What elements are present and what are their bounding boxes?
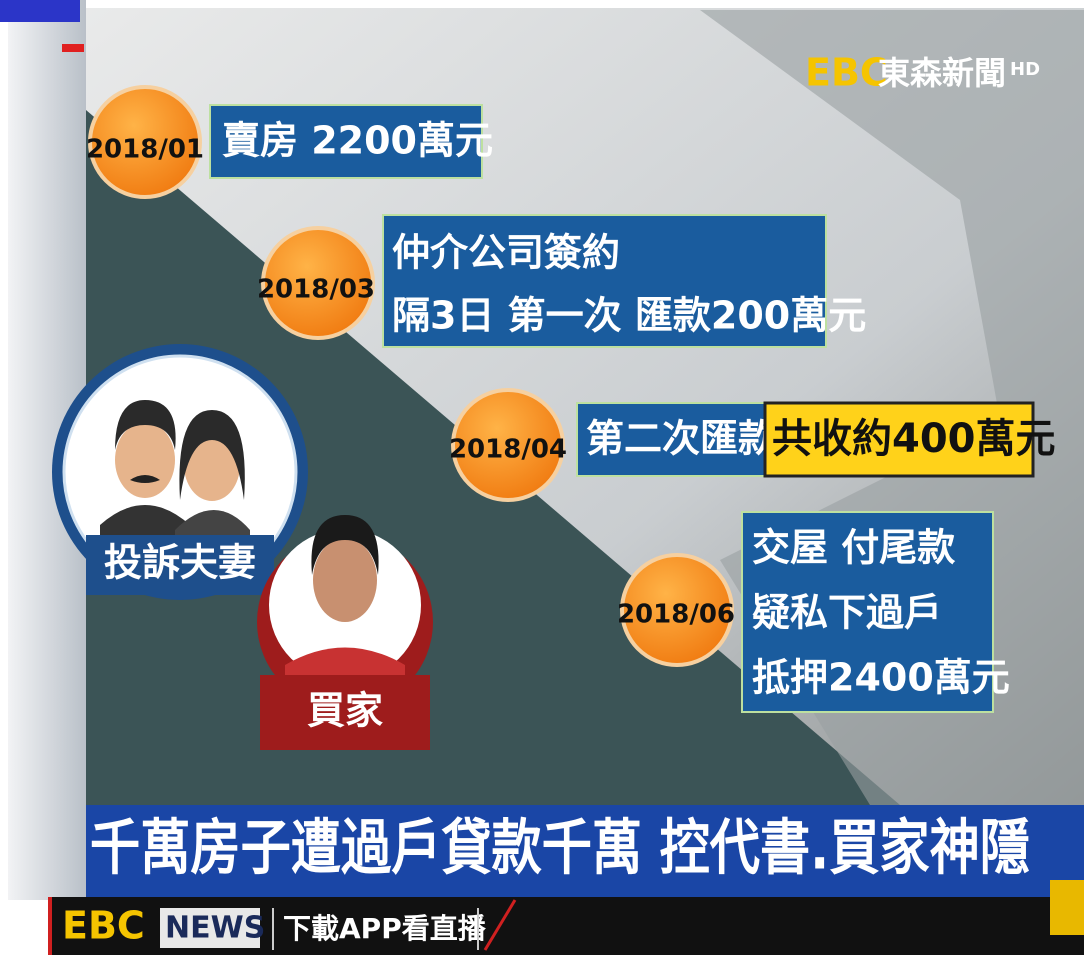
event-box	[576, 402, 766, 477]
person-label: 買家	[307, 689, 383, 733]
ticker-brand: EBC	[62, 904, 145, 948]
headline-bar	[86, 805, 1084, 897]
event-text: 疑私下過戶	[752, 591, 942, 635]
event-box	[209, 104, 483, 179]
date-label: 2018/01	[86, 135, 204, 165]
event-text: 仲介公司簽約	[392, 231, 620, 275]
accent-slash	[483, 899, 517, 951]
ticker-text: 下載APP看直播	[283, 912, 487, 945]
ticker-news: NEWS	[165, 911, 265, 946]
date-label: 2018/03	[257, 275, 375, 305]
highlight-box	[763, 401, 1035, 478]
event-text: 第二次匯款	[586, 417, 776, 461]
date-label: 2018/06	[617, 600, 735, 630]
event-box	[382, 214, 827, 348]
highlight-text: 共收約400萬元	[772, 416, 1056, 462]
event-text: 賣房 2200萬元	[222, 119, 493, 163]
event-text: 抵押2400萬元	[752, 656, 1010, 700]
corner-mark	[0, 0, 80, 22]
red-tick	[62, 44, 84, 52]
event-box	[741, 511, 994, 713]
event-text: 交屋 付尾款	[752, 526, 955, 570]
news-badge	[160, 908, 260, 948]
buyer-avatar	[257, 515, 433, 750]
corner-logo	[1050, 880, 1084, 935]
logo-brand: EBC	[805, 51, 888, 95]
date-circle	[620, 553, 734, 667]
date-circle	[88, 85, 202, 199]
date-circle	[261, 226, 375, 340]
person-label: 投訴夫妻	[104, 541, 256, 585]
logo-name: 東森新聞	[878, 54, 1006, 92]
logo-badge: HD	[1010, 59, 1040, 80]
headline: 千萬房子遭過戶貸款千萬 控代書.買家神隱	[90, 814, 1030, 884]
couple-avatar	[52, 344, 308, 600]
date-label: 2018/04	[449, 435, 567, 465]
date-circle	[451, 388, 565, 502]
event-text: 隔3日 第一次 匯款200萬元	[392, 294, 866, 338]
